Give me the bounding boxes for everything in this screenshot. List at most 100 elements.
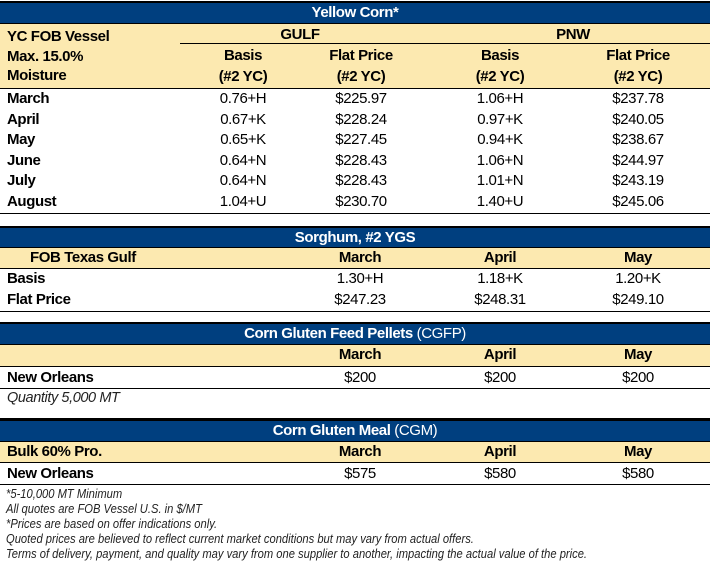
table-row: April 0.67+K $228.24 0.97+K $240.05 <box>0 111 710 132</box>
cell-gulf-flat: $230.70 <box>335 193 387 210</box>
cgfp-abbrev: (CGFP) <box>416 325 467 342</box>
month-header: April <box>483 249 517 266</box>
cell: $247.23 <box>334 290 386 308</box>
cell-gulf-basis: 0.67+K <box>220 110 266 128</box>
table-row: May 0.65+K $227.45 0.94+K $238.67 <box>0 131 710 152</box>
cgm-title: Corn Gluten Meal <box>272 422 391 439</box>
divider <box>0 418 710 419</box>
table-row: New Orleans $575 $580 $580 <box>0 465 710 486</box>
month-label: July <box>7 172 36 190</box>
yellow-corn-title-bar: Yellow Corn* <box>0 1 710 24</box>
divider <box>0 311 710 312</box>
cell-gulf-flat: $228.43 <box>335 151 387 169</box>
cell: 1.20+K <box>615 270 661 287</box>
month-header: May <box>624 249 652 266</box>
cell-pnw-flat: $237.78 <box>612 90 664 107</box>
col-sub: (#2 YC) <box>475 68 525 85</box>
cell: $580 <box>484 465 516 482</box>
cell: $200 <box>484 369 516 386</box>
cell-pnw-basis: 1.40+U <box>476 193 524 210</box>
sorghum-header: FOB Texas Gulf March April May <box>0 248 710 269</box>
col-pnw-flat: Flat Price <box>606 47 670 64</box>
group-gulf: GULF <box>280 26 320 43</box>
cell-gulf-basis: 0.65+K <box>220 131 266 149</box>
cell-pnw-basis: 1.06+H <box>476 90 524 107</box>
table-row: June 0.64+N $228.43 1.06+N $244.97 <box>0 152 710 173</box>
month-label: June <box>7 151 41 169</box>
row-label: New Orleans <box>7 369 94 386</box>
month-label: April <box>7 110 40 128</box>
month-label: August <box>7 193 57 210</box>
col-sub: (#2 YC) <box>218 68 268 85</box>
cell: $248.31 <box>474 290 526 308</box>
month-header: May <box>624 443 652 460</box>
divider <box>0 484 710 485</box>
row-label: New Orleans <box>7 465 94 482</box>
yellow-corn-header: YC FOB Vessel Max. 15.0% Moisture GULF P… <box>0 24 710 89</box>
cell: $200 <box>622 369 654 386</box>
divider <box>0 388 710 389</box>
col-pnw-basis: Basis <box>480 47 520 64</box>
footnote: Terms of delivery, payment, and quality … <box>6 546 588 561</box>
cell-gulf-flat: $225.97 <box>335 90 387 107</box>
cell-gulf-flat: $228.43 <box>335 172 387 190</box>
cell: $249.10 <box>612 290 664 308</box>
cell-pnw-basis: 1.01+N <box>476 172 524 190</box>
col-gulf-flat: Flat Price <box>329 47 393 64</box>
month-header: April <box>483 443 517 460</box>
month-header: May <box>624 346 652 363</box>
cell-pnw-flat: $245.06 <box>612 193 664 210</box>
month-label: May <box>7 131 35 149</box>
cell: 1.18+K <box>477 270 523 287</box>
group-divider <box>180 43 710 44</box>
table-row: Flat Price $247.23 $248.31 $249.10 <box>0 291 710 312</box>
table-row: Basis 1.30+H 1.18+K 1.20+K <box>0 270 710 291</box>
month-header: March <box>338 443 382 460</box>
table-row: March 0.76+H $225.97 1.06+H $237.78 <box>0 90 710 111</box>
cell-pnw-basis: 1.06+N <box>476 151 524 169</box>
footnote: *Prices are based on offer indications o… <box>6 516 218 531</box>
footnote: Quoted prices are believed to reflect cu… <box>6 531 474 546</box>
cell-gulf-flat: $228.24 <box>335 110 387 128</box>
row-label: Basis <box>7 270 46 287</box>
footnote: All quotes are FOB Vessel U.S. in $/MT <box>6 501 202 516</box>
cell-pnw-flat: $240.05 <box>612 110 664 128</box>
col-sub: (#2 YC) <box>613 68 663 85</box>
cgfp-note: Quantity 5,000 MT <box>7 390 120 406</box>
group-pnw: PNW <box>556 26 590 43</box>
cgfp-title-bar: Corn Gluten Feed Pellets (CGFP) <box>0 322 710 345</box>
cell: 1.30+H <box>336 270 384 287</box>
cgfp-title: Corn Gluten Feed Pellets <box>244 325 413 342</box>
col-gulf-basis: Basis <box>223 47 263 64</box>
cell: $580 <box>622 465 654 482</box>
label-line-2: Max. 15.0% <box>7 48 84 65</box>
month-header: March <box>338 249 382 266</box>
month-label: March <box>7 90 50 107</box>
label-line-3: Moisture <box>7 67 67 84</box>
month-header: April <box>483 346 517 363</box>
sorghum-title: Sorghum, #2 YGS <box>294 229 416 246</box>
label-line-1: YC FOB Vessel <box>7 28 110 45</box>
cell-gulf-basis: 0.64+N <box>219 151 267 169</box>
cell-pnw-flat: $238.67 <box>612 131 664 149</box>
cgm-label: Bulk 60% Pro. <box>7 443 102 460</box>
cell-pnw-basis: 0.97+K <box>477 110 523 128</box>
footnote: *5-10,000 MT Minimum <box>6 486 123 501</box>
table-row: July 0.64+N $228.43 1.01+N $243.19 <box>0 172 710 193</box>
cell-gulf-flat: $227.45 <box>335 131 387 149</box>
divider <box>0 213 710 214</box>
table-row: New Orleans $200 $200 $200 <box>0 369 710 390</box>
cgm-abbrev: (CGM) <box>394 422 438 439</box>
cgfp-header: March April May <box>0 345 710 367</box>
cell-pnw-flat: $244.97 <box>612 151 664 169</box>
sorghum-title-bar: Sorghum, #2 YGS <box>0 226 710 248</box>
table-row: August 1.04+U $230.70 1.40+U $245.06 <box>0 193 710 214</box>
cell: $575 <box>344 465 376 482</box>
sorghum-label: FOB Texas Gulf <box>30 249 136 266</box>
cgm-title-bar: Corn Gluten Meal (CGM) <box>0 419 710 442</box>
cell-gulf-basis: 0.64+N <box>219 172 267 190</box>
row-label: Flat Price <box>7 290 71 308</box>
cell-gulf-basis: 1.04+U <box>219 193 267 210</box>
cgm-header: Bulk 60% Pro. March April May <box>0 442 710 463</box>
yellow-corn-title: Yellow Corn* <box>311 4 399 21</box>
